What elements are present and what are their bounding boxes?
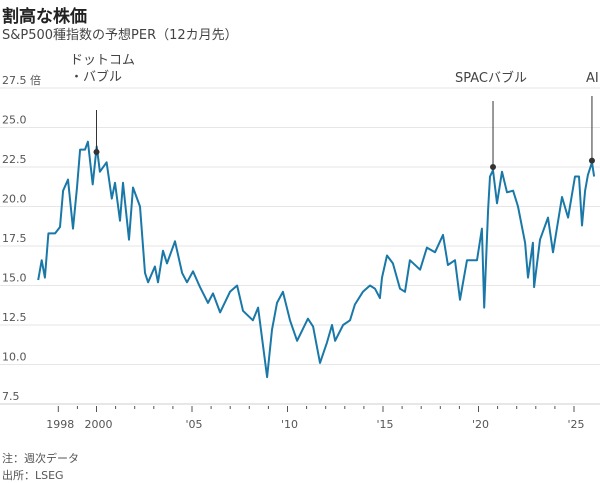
gridlines (0, 87, 600, 405)
y-tick-label: 25.0 (2, 114, 27, 127)
y-tick-label: 22.5 (2, 153, 27, 166)
annotation-label: ドットコム (70, 53, 135, 68)
x-tick-label: '05 (185, 418, 202, 431)
chart-title: 割高な株価 (2, 7, 87, 27)
y-tick-label: 10.0 (2, 351, 27, 364)
x-tick-label: '15 (376, 418, 393, 431)
annotation-marker (93, 148, 100, 155)
y-tick-label: 27.5 倍 (2, 73, 41, 87)
annotation-marker (490, 164, 497, 170)
source-note: 出所：LSEG (2, 469, 64, 482)
x-tick-label: '20 (472, 418, 489, 431)
x-tick-label: '25 (567, 418, 584, 431)
x-tick-label: '10 (281, 418, 298, 431)
x-tick-label: 2000 (85, 418, 113, 431)
series-line-per (37, 140, 596, 379)
annotation-label: SPACバブル (455, 70, 527, 86)
annotations: ドットコム・バブル SPACバブル AI (70, 53, 599, 170)
annotation-label: AI (586, 71, 599, 86)
annotation-marker (588, 157, 595, 164)
x-axis: 1998 2000 '05 '10 '15 '20 '25 (46, 406, 585, 431)
y-tick-label: 15.0 (2, 272, 27, 285)
y-tick-label: 17.5 (2, 232, 27, 245)
y-tick-label: 20.0 (2, 193, 27, 206)
footnote: 注：週次データ (2, 452, 79, 465)
chart-subtitle: S&P500種指数の予想PER（12カ月先） (2, 28, 238, 43)
y-axis: 7.5 10.0 12.5 15.0 17.5 20.0 22.5 25.0 27.5 倍 (2, 73, 41, 403)
annotation-label: ・バブル (70, 69, 122, 85)
y-tick-label: 7.5 (2, 390, 20, 403)
y-tick-label: 12.5 (2, 311, 27, 324)
x-tick-label: 1998 (46, 418, 74, 431)
